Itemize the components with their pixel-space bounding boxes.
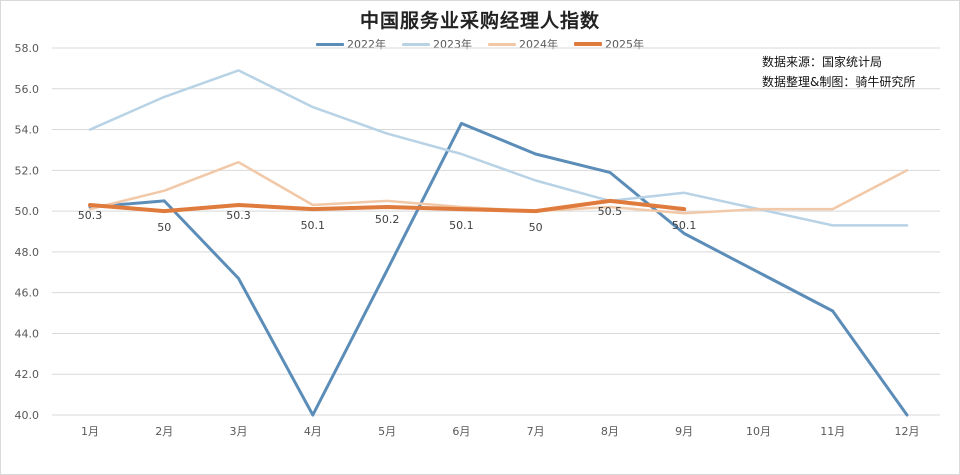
x-tick-label: 7月 <box>527 425 545 438</box>
data-label: 50.3 <box>226 209 251 222</box>
x-tick-label: 10月 <box>746 425 771 438</box>
x-tick-label: 8月 <box>601 425 619 438</box>
chart-title: 中国服务业采购经理人指数 <box>359 10 600 32</box>
data-label: 50.1 <box>449 219 474 232</box>
data-label: 50.5 <box>598 205 623 218</box>
series-lines <box>88 69 909 417</box>
data-label: 50 <box>529 221 543 234</box>
x-tick-label: 5月 <box>378 425 396 438</box>
y-tick-label: 50.0 <box>15 205 40 218</box>
source-note: 数据来源：国家统计局 数据整理&制图：骑牛研究所 <box>762 52 915 92</box>
x-tick-label: 2月 <box>155 425 173 438</box>
series-line-2023 <box>88 69 909 227</box>
legend-swatch-2023 <box>402 42 430 46</box>
series-line-2025 <box>88 198 687 214</box>
data-label: 50.2 <box>375 213 400 226</box>
data-label: 50.1 <box>301 219 326 232</box>
legend-swatch-2022 <box>316 42 344 46</box>
data-label: 50.1 <box>672 219 697 232</box>
x-tick-label: 3月 <box>230 425 248 438</box>
y-axis: 40.0 42.0 44.0 46.0 48.0 50.0 52.0 54.0 56.0 58.0 <box>15 42 40 422</box>
y-tick-label: 44.0 <box>15 327 40 340</box>
y-tick-label: 52.0 <box>15 164 40 177</box>
y-tick-label: 56.0 <box>15 83 40 96</box>
y-tick-label: 40.0 <box>15 409 40 422</box>
y-tick-label: 42.0 <box>15 368 40 381</box>
legend-swatch-2024 <box>488 42 516 46</box>
gridlines <box>52 47 940 416</box>
legend-swatch-2025 <box>574 42 602 46</box>
x-tick-label: 1月 <box>81 425 99 438</box>
y-tick-label: 58.0 <box>15 42 40 55</box>
x-axis: 1月 2月 3月 4月 5月 6月 7月 8月 9月 10月 11月 12月 <box>81 425 920 438</box>
source-line-data: 数据来源：国家统计局 <box>762 55 883 69</box>
data-label: 50.3 <box>78 209 103 222</box>
y-tick-label: 46.0 <box>15 287 40 300</box>
y-tick-label: 54.0 <box>15 124 40 137</box>
source-line-author: 数据整理&制图：骑牛研究所 <box>762 75 916 89</box>
x-tick-label: 9月 <box>675 425 693 438</box>
series-line-2022 <box>88 121 909 417</box>
x-tick-label: 4月 <box>304 425 322 438</box>
y-tick-label: 48.0 <box>15 246 40 259</box>
x-tick-label: 6月 <box>452 425 470 438</box>
x-tick-label: 12月 <box>895 425 920 438</box>
data-label: 50 <box>157 221 171 234</box>
x-tick-label: 11月 <box>820 425 845 438</box>
data-labels: 50.3 50 50.3 50.1 50.2 50.1 50 50.5 50.1 <box>78 205 697 234</box>
